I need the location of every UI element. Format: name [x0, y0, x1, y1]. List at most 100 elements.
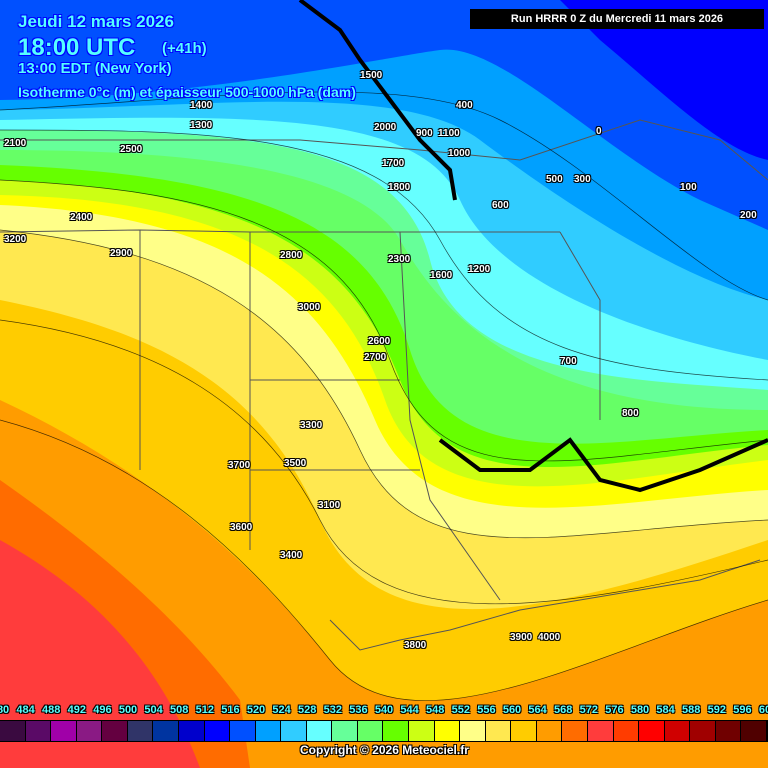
colorbar-label: 560	[502, 704, 522, 716]
colorbar-label: 540	[374, 704, 394, 716]
contour-label: 3000	[298, 302, 321, 313]
contour-label: 300	[574, 174, 591, 185]
colorbar-label: 524	[272, 704, 291, 716]
contour-label: 200	[740, 210, 757, 221]
contour-label: 1600	[430, 270, 453, 281]
contour-label: 2500	[120, 144, 143, 155]
colorbar-swatch	[255, 721, 282, 741]
colorbar-label: 500	[118, 704, 138, 716]
colorbar-swatch	[357, 721, 384, 741]
colorbar-label: 548	[426, 704, 445, 716]
colorbar	[0, 720, 768, 742]
colorbar-swatch	[434, 721, 461, 741]
colorbar-swatch	[25, 721, 52, 741]
colorbar-swatch	[409, 721, 435, 741]
colorbar-swatch	[562, 721, 588, 741]
contour-label: 3700	[228, 460, 251, 471]
colorbar-swatch	[127, 721, 154, 741]
colorbar-swatch	[664, 721, 691, 741]
forecast-date: Jeudi 12 mars 2026	[18, 12, 174, 31]
colorbar-swatch	[102, 721, 128, 741]
colorbar-label: 596	[733, 704, 752, 716]
colorbar-labels: 480 484 488 492 496 500 504 508 512 516 520 524 528 5…	[0, 704, 768, 718]
contour-label: 2300	[388, 254, 411, 265]
contour-label: 2100	[4, 138, 27, 149]
colorbar-swatch	[741, 721, 767, 741]
contour-label: 1800	[388, 182, 411, 193]
contour-label: 2600	[368, 336, 391, 347]
colorbar-label: 488	[42, 704, 61, 716]
contour-label: 600	[492, 200, 509, 211]
colorbar-label: 520	[246, 704, 266, 716]
colorbar-swatch	[639, 721, 665, 741]
forecast-time-utc: 18:00 UTC	[18, 34, 136, 61]
contour-label: 3500	[284, 458, 307, 469]
contour-label: 2400	[70, 212, 93, 223]
contour-label: 1700	[382, 158, 405, 169]
colorbar-swatch	[383, 721, 409, 741]
contour-label: 3200	[4, 234, 27, 245]
contour-label: 3100	[318, 500, 341, 511]
contour-label: 3600	[230, 522, 253, 533]
contour-label: 100	[680, 182, 697, 193]
colorbar-swatch	[766, 721, 768, 741]
colorbar-label: 532	[323, 704, 342, 716]
contour-label: 1100	[438, 128, 460, 139]
colorbar-swatch	[178, 721, 205, 741]
colorbar-label: 504	[144, 704, 163, 716]
copyright: Copyright © 2026 Meteociel.fr	[300, 743, 469, 757]
colorbar-swatch	[460, 721, 486, 741]
contour-label: 3400	[280, 550, 303, 561]
colorbar-swatch	[306, 721, 333, 741]
colorbar-swatch	[153, 721, 179, 741]
colorbar-swatch	[587, 721, 614, 741]
contour-label: 700	[560, 356, 577, 367]
thickness-band	[560, 0, 768, 160]
colorbar-swatch	[332, 721, 358, 741]
colorbar-label: 572	[579, 704, 598, 716]
contour-label: 1500	[360, 70, 383, 81]
contour-label: 1400	[190, 100, 213, 111]
colorbar-swatch	[51, 721, 77, 741]
colorbar-label: 588	[682, 704, 701, 716]
contour-label: 900	[416, 128, 433, 139]
contour-label: 1000	[448, 148, 471, 159]
contour-label: 800	[622, 408, 639, 419]
colorbar-label: 600	[758, 704, 768, 716]
contour-label: 3900	[510, 632, 533, 643]
colorbar-label: 536	[349, 704, 368, 716]
colorbar-swatch	[715, 721, 742, 741]
colorbar-label: 516	[221, 704, 240, 716]
colorbar-label: 592	[707, 704, 726, 716]
colorbar-label: 564	[528, 704, 547, 716]
contour-label: 400	[456, 100, 473, 111]
parameter-title: Isotherme 0°c (m) et épaisseur 500-1000 …	[18, 84, 356, 100]
colorbar-label: 568	[554, 704, 573, 716]
colorbar-label: 580	[630, 704, 650, 716]
colorbar-swatch	[0, 721, 26, 741]
colorbar-label: 492	[67, 704, 86, 716]
colorbar-swatch	[204, 721, 231, 741]
colorbar-label: 508	[170, 704, 189, 716]
run-info: Run HRRR 0 Z du Mercredi 11 mars 2026	[470, 9, 764, 29]
colorbar-label: 480	[0, 704, 10, 716]
contour-label: 2700	[364, 352, 387, 363]
forecast-lead: (+41h)	[162, 40, 207, 57]
contour-label: 4000	[538, 632, 561, 643]
borders	[0, 119, 768, 651]
colorbar-label: 556	[477, 704, 496, 716]
colorbar-label: 484	[16, 704, 35, 716]
contour-label: 500	[546, 174, 563, 185]
thickness-band	[0, 540, 200, 768]
colorbar-label: 544	[400, 704, 419, 716]
contour-lines	[0, 91, 768, 701]
contour-label: 2900	[110, 248, 133, 259]
colorbar-label: 552	[451, 704, 470, 716]
contour-label: 1300	[190, 120, 213, 131]
colorbar-label: 584	[656, 704, 675, 716]
colorbar-swatch	[511, 721, 537, 741]
colorbar-swatch	[230, 721, 256, 741]
colorbar-label: 496	[93, 704, 112, 716]
contour-label: 1200	[468, 264, 491, 275]
